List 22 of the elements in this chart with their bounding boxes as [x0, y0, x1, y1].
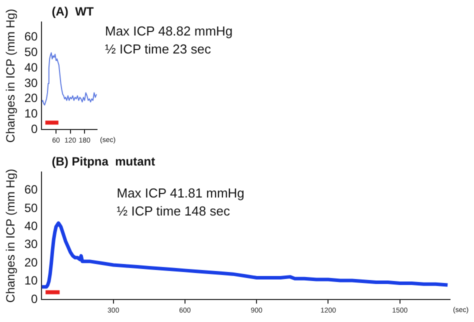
y-tick-label: 40 — [24, 60, 38, 74]
y-tick-label: 60 — [24, 30, 38, 44]
y-tick-label: 60 — [24, 182, 38, 197]
y-tick-label: 50 — [24, 45, 38, 60]
text: Max ICP 48.82 mmHg — [105, 24, 233, 39]
chart-title: (A) WT — [52, 4, 94, 18]
y-tick-label: 10 — [24, 106, 38, 121]
y-tick-label: 0 — [31, 292, 38, 306]
chart-title: (B) Pitpna mutant — [52, 154, 156, 168]
y-tick-label: 50 — [24, 200, 38, 215]
y-axis-title: Changes in ICP (mm Hg) — [4, 8, 18, 143]
y-tick-label: 30 — [24, 237, 38, 252]
y-tick-label: 10 — [24, 274, 38, 288]
annotation: ½ ICP time 148 sec — [116, 204, 230, 219]
y-tick-label: 20 — [24, 91, 38, 106]
y-tick-label: 30 — [24, 76, 38, 90]
y-tick-label: 0 — [31, 122, 38, 136]
y-axis-title: Changes in ICP (mm Hg) — [4, 168, 18, 303]
y-tick-label: 40 — [24, 219, 38, 233]
text: ½ ICP time 23 sec — [105, 42, 212, 57]
annotation: Max ICP 41.81 mmHg — [116, 186, 244, 201]
y-tick-label: 20 — [24, 255, 38, 270]
